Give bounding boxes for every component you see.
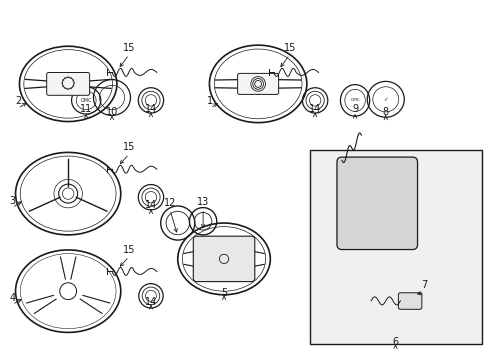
Text: 5: 5	[221, 288, 227, 298]
Text: ✓: ✓	[383, 97, 387, 102]
FancyBboxPatch shape	[398, 293, 421, 309]
Text: GMC: GMC	[81, 98, 92, 103]
FancyBboxPatch shape	[336, 157, 417, 249]
Text: 12: 12	[163, 198, 176, 208]
Text: 6: 6	[392, 337, 398, 347]
Text: 15: 15	[122, 142, 135, 152]
Text: 2: 2	[15, 96, 21, 107]
Text: 14: 14	[144, 201, 157, 211]
Text: 7: 7	[421, 280, 427, 291]
Text: 3: 3	[9, 196, 15, 206]
Text: 14: 14	[308, 104, 321, 114]
Text: 9: 9	[351, 104, 357, 114]
FancyBboxPatch shape	[46, 72, 89, 95]
FancyBboxPatch shape	[237, 73, 278, 94]
Text: 15: 15	[283, 43, 295, 53]
Text: 14: 14	[144, 297, 157, 307]
FancyBboxPatch shape	[193, 236, 254, 282]
Text: 10: 10	[106, 107, 118, 117]
Text: 8: 8	[382, 107, 388, 117]
Text: GMC: GMC	[349, 98, 359, 102]
Text: 15: 15	[122, 244, 135, 255]
Text: 4: 4	[9, 293, 15, 303]
Text: 14: 14	[144, 104, 157, 114]
Text: 15: 15	[122, 43, 135, 53]
Bar	[309, 149, 481, 344]
Text: 11: 11	[80, 104, 92, 114]
Text: 13: 13	[197, 197, 209, 207]
Text: 1: 1	[207, 96, 213, 107]
